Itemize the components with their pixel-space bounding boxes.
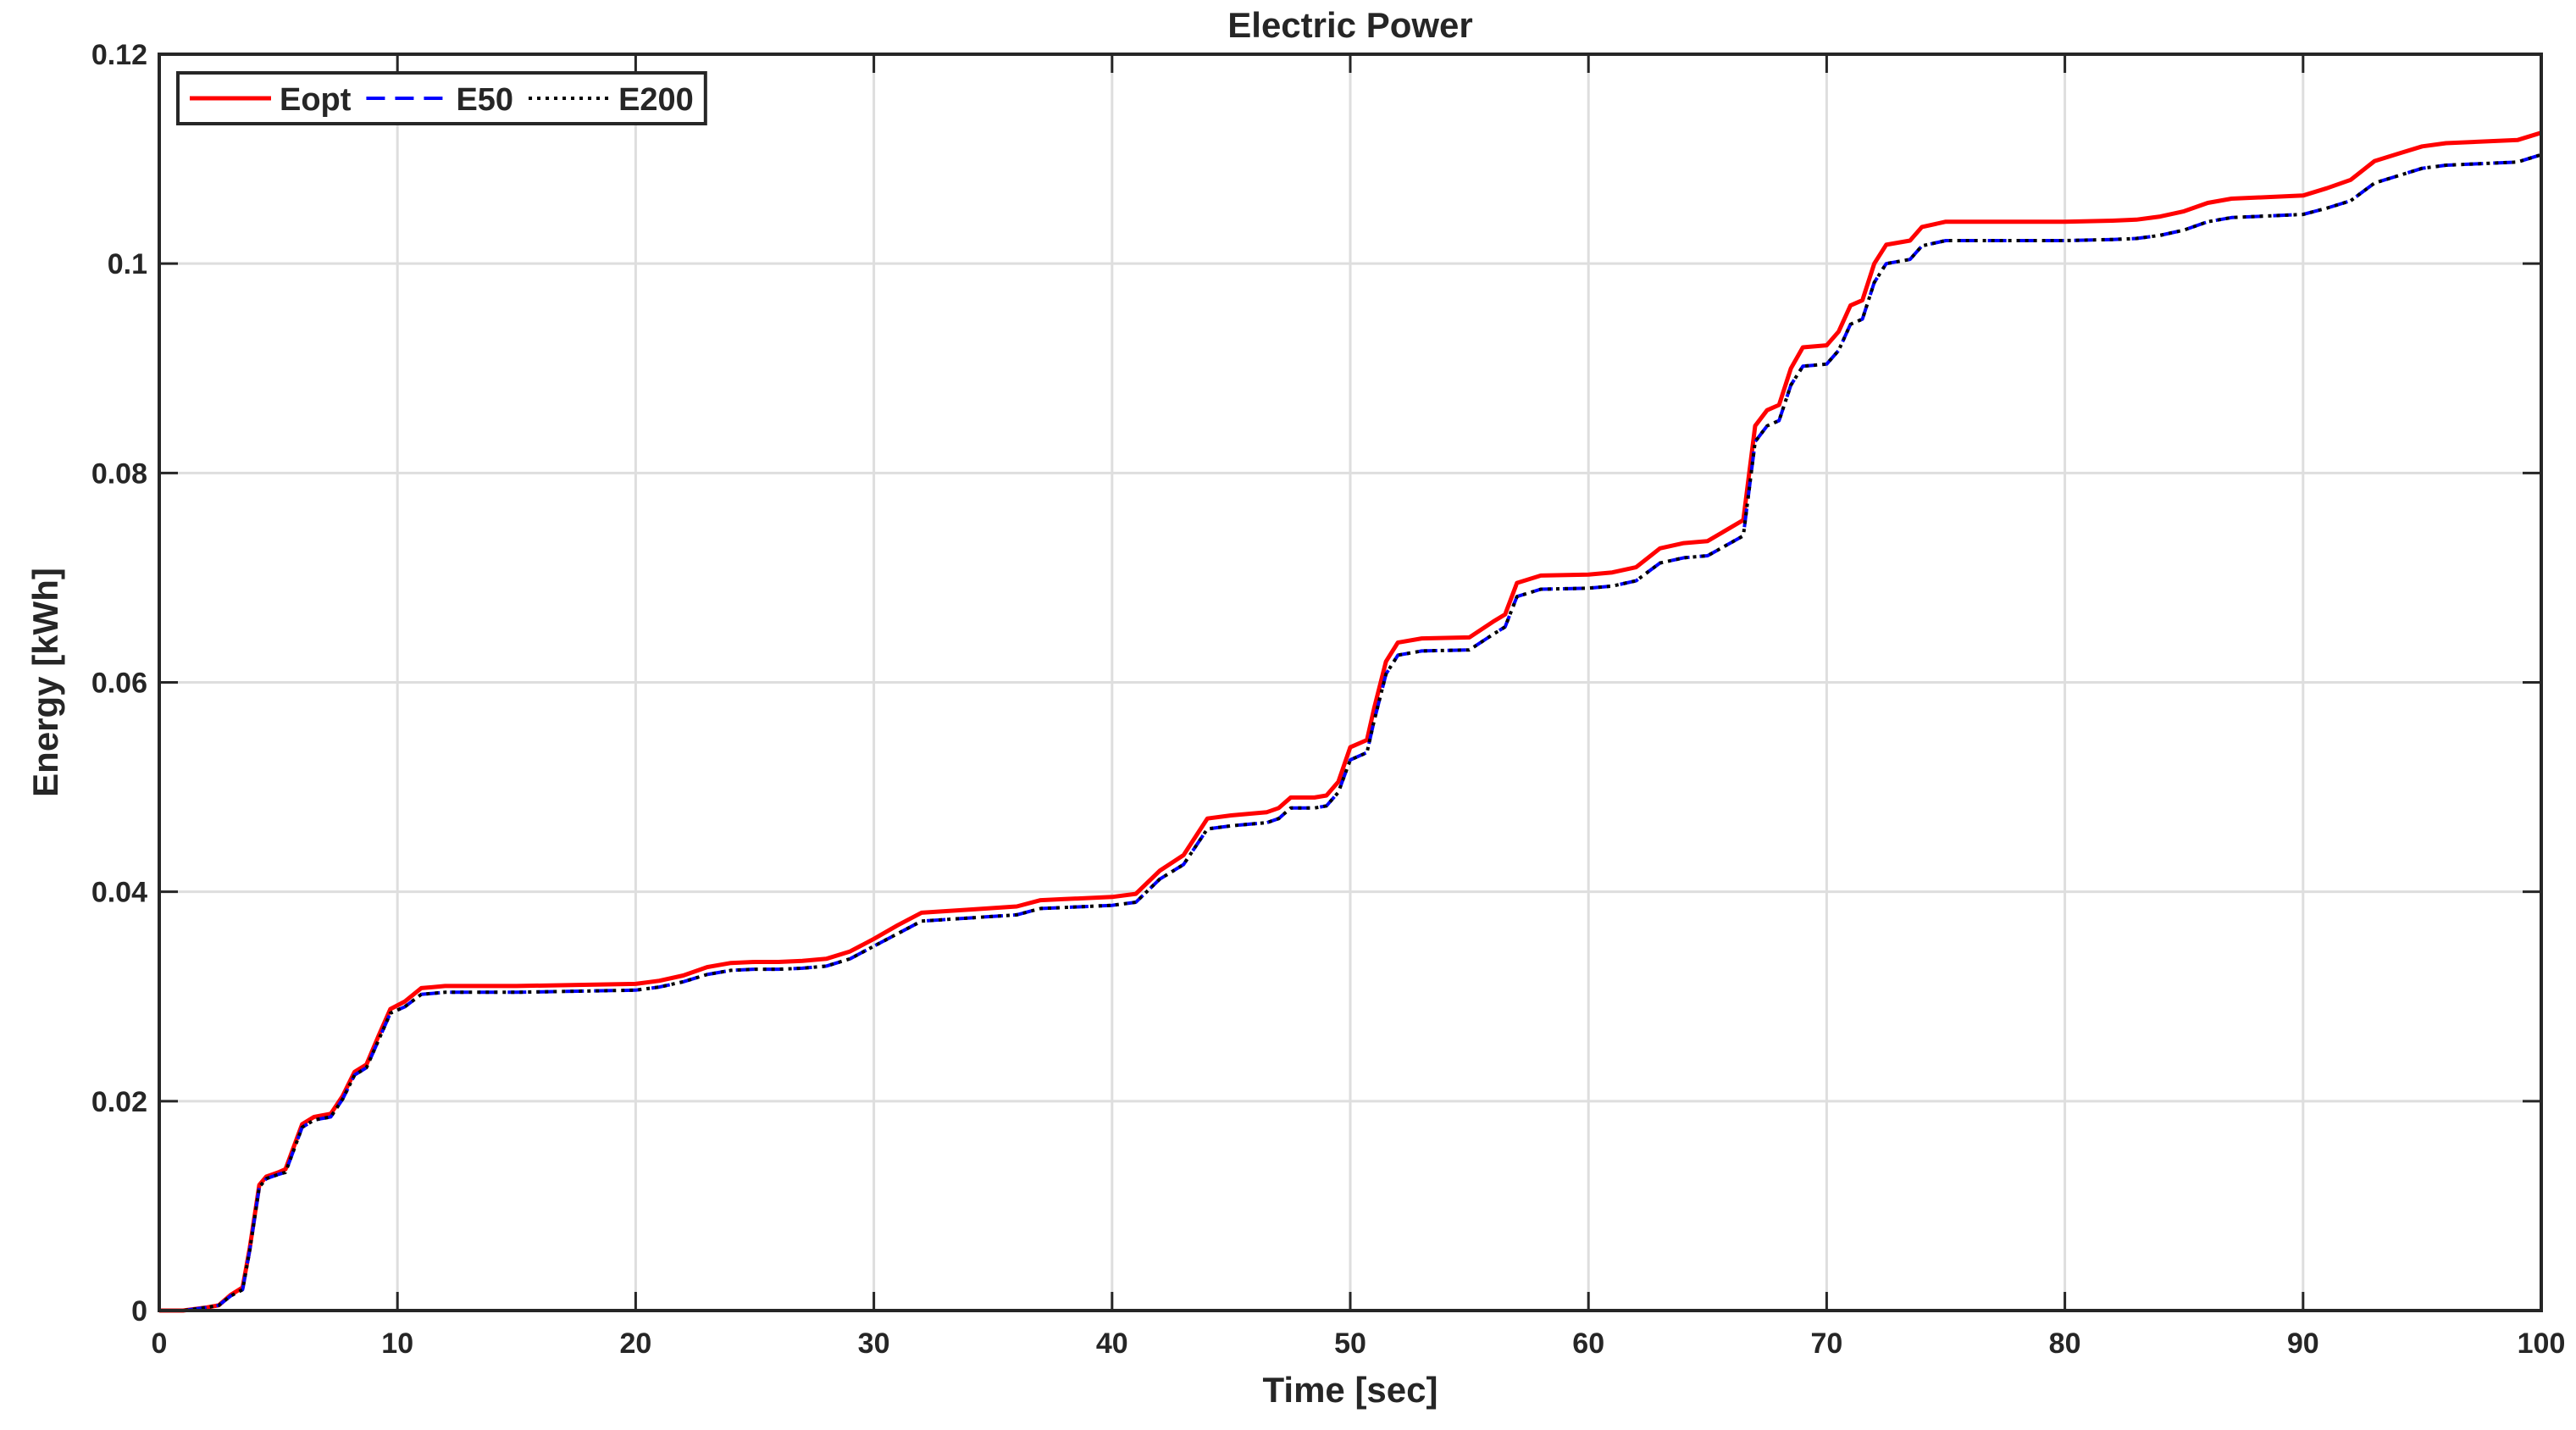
y-tick-label: 0.12 bbox=[91, 39, 147, 71]
legend-label-e50: E50 bbox=[456, 82, 513, 118]
y-axis-label: Energy [kWh] bbox=[25, 568, 65, 797]
x-tick-label: 20 bbox=[619, 1327, 651, 1360]
grid bbox=[159, 54, 2541, 1311]
series-lines bbox=[159, 130, 2542, 1313]
y-tick-label: 0.02 bbox=[91, 1086, 147, 1118]
x-tick-label: 40 bbox=[1096, 1327, 1128, 1360]
y-tick-label: 0.08 bbox=[91, 457, 147, 490]
x-tick-label: 50 bbox=[1334, 1327, 1366, 1360]
x-tick-label: 0 bbox=[152, 1327, 168, 1360]
x-tick-label: 30 bbox=[858, 1327, 890, 1360]
x-tick-label: 90 bbox=[2287, 1327, 2319, 1360]
x-axis-label: Time [sec] bbox=[1263, 1370, 1438, 1410]
axis-ticks: 0 10 20 30 40 50 60 70 80 90 100 0 0.02 0.04 0.06 0.08 0… bbox=[91, 39, 2566, 1360]
x-tick-label: 60 bbox=[1572, 1327, 1604, 1360]
legend-label-e200: E200 bbox=[618, 82, 694, 118]
y-tick-label: 0.06 bbox=[91, 668, 147, 700]
x-tick-label: 10 bbox=[381, 1327, 413, 1360]
y-tick-label: 0.04 bbox=[91, 877, 147, 909]
y-tick-label: 0 bbox=[131, 1295, 147, 1327]
x-tick-label: 100 bbox=[2518, 1327, 2566, 1360]
y-tick-label: 0.1 bbox=[108, 248, 147, 280]
chart-title: Electric Power bbox=[1227, 5, 1472, 45]
x-tick-label: 70 bbox=[1810, 1327, 1842, 1360]
legend: Eopt E50 E200 bbox=[176, 71, 707, 125]
legend-label-eopt: Eopt bbox=[280, 82, 352, 118]
series-line-e50 bbox=[159, 152, 2542, 1312]
x-tick-label: 80 bbox=[2049, 1327, 2081, 1360]
